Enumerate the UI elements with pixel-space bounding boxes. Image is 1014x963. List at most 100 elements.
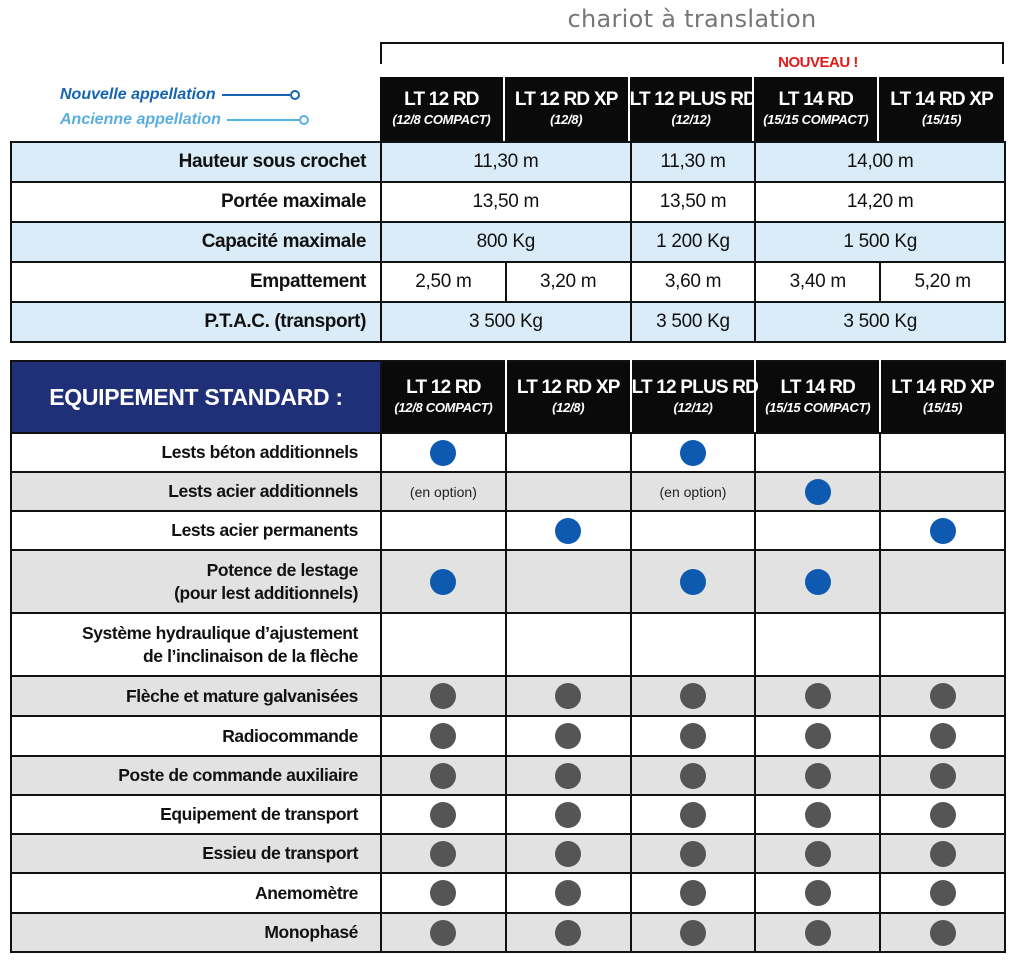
equipment-cell — [629, 675, 757, 717]
legend-new: Nouvelle appellation — [60, 84, 300, 106]
page-title: chariot à translation — [567, 5, 817, 33]
option-note: (en option) — [659, 484, 727, 500]
equipment-cell — [629, 510, 757, 551]
equipment-cell — [629, 432, 757, 473]
gray-dot-icon — [804, 840, 831, 867]
model-old-name: (15/15) — [923, 400, 963, 415]
spec-value: 1 500 Kg — [754, 221, 1006, 263]
spec-row: Empattement 2,50 m 3,20 m 3,60 m 3,40 m … — [10, 261, 1006, 303]
equipment-cell — [504, 833, 632, 874]
blue-dot-icon — [804, 568, 831, 595]
equipment-cell — [629, 912, 757, 953]
spec-value: 13,50 m — [629, 181, 757, 223]
equipment-cell — [504, 612, 632, 677]
gray-dot-icon — [929, 683, 956, 709]
equipment-cell — [879, 715, 1006, 757]
spec-row: Capacité maximale 800 Kg 1 200 Kg 1 500 … — [10, 221, 1006, 263]
equipment-cell — [380, 549, 507, 614]
gray-dot-icon — [430, 723, 457, 749]
gray-dot-icon — [804, 723, 831, 749]
gray-dot-icon — [555, 762, 582, 789]
model-name: LT 14 RD — [778, 89, 854, 110]
equipment-cell: (en option) — [629, 471, 757, 512]
model-old-name: (15/15 COMPACT) — [765, 400, 871, 415]
gray-dot-icon — [430, 919, 457, 946]
equipment-label: Flèche et mature galvanisées — [10, 675, 382, 717]
blue-dot-icon — [929, 517, 956, 544]
equipment-cell — [879, 510, 1006, 551]
equipment-cell — [879, 912, 1006, 953]
equipment-label: Anemomètre — [10, 872, 382, 914]
equipment-row: Lests béton additionnels — [10, 432, 1006, 473]
spec-value: 800 Kg — [380, 221, 632, 263]
spec-value: 2,50 m — [380, 261, 507, 303]
gray-dot-icon — [430, 801, 457, 828]
models-bracket — [380, 42, 1004, 64]
model-header: LT 12 PLUS RD (12/12) — [629, 360, 759, 434]
equipment-cell — [879, 432, 1006, 473]
equipment-label: Monophasé — [10, 912, 382, 953]
equipment-row: Poste de commande auxiliaire — [10, 755, 1006, 796]
equipment-cell: (en option) — [380, 471, 507, 512]
blue-dot-icon — [430, 568, 457, 595]
equipment-table: EQUIPEMENT STANDARD : LT 12 RD (12/8 COMP… — [10, 360, 1006, 953]
gray-dot-icon — [804, 919, 831, 946]
equipment-cell — [380, 872, 507, 914]
model-name: LT 14 RD — [780, 377, 856, 398]
gray-dot-icon — [804, 880, 831, 906]
gray-dot-icon — [679, 919, 706, 946]
model-header: LT 14 RD XP (15/15) — [879, 360, 1006, 434]
gray-dot-icon — [929, 762, 956, 789]
equipment-label-line: (pour lest additionnels) — [174, 582, 358, 603]
legend-old: Ancienne appellation — [60, 109, 309, 131]
gray-dot-icon — [929, 880, 956, 906]
spec-label: Capacité maximale — [10, 221, 382, 263]
model-old-name: (12/8 COMPACT) — [394, 400, 493, 415]
gray-dot-icon — [679, 801, 706, 828]
equipment-label: Radiocommande — [10, 715, 382, 757]
spec-row: Portée maximale 13,50 m 13,50 m 14,20 m — [10, 181, 1006, 223]
blue-dot-icon — [555, 517, 582, 544]
equipment-cell — [754, 549, 882, 614]
equipment-cell — [754, 833, 882, 874]
spec-value: 3 500 Kg — [754, 301, 1006, 343]
gray-dot-icon — [430, 683, 457, 709]
gray-dot-icon — [929, 919, 956, 946]
model-name: LT 12 RD XP — [514, 89, 619, 110]
equipment-cell — [504, 872, 632, 914]
gray-dot-icon — [679, 840, 706, 867]
equipment-cell — [629, 872, 757, 914]
model-header: LT 12 PLUS RD (12/12) — [629, 77, 757, 141]
equipment-header-row: EQUIPEMENT STANDARD : LT 12 RD (12/8 COMP… — [10, 360, 1006, 434]
equipment-cell — [629, 794, 757, 835]
equipment-cell — [629, 833, 757, 874]
model-header: LT 12 RD XP (12/8) — [504, 360, 632, 434]
model-header-row: LT 12 RD (12/8 COMPACT) LT 12 RD XP (12/8)… — [380, 77, 1004, 141]
spec-row: P.T.A.C. (transport) 3 500 Kg 3 500 Kg 3… — [10, 301, 1006, 343]
gray-dot-icon — [804, 762, 831, 789]
model-name: LT 12 PLUS RD — [629, 89, 757, 110]
equipment-cell — [879, 794, 1006, 835]
equipment-row: Essieu de transport — [10, 833, 1006, 874]
gray-dot-icon — [929, 801, 956, 828]
blue-dot-icon — [430, 439, 457, 466]
legend-old-dot-icon — [298, 115, 309, 125]
equipment-row: Lests acier permanents — [10, 510, 1006, 551]
equipment-row: Radiocommande — [10, 715, 1006, 757]
gray-dot-icon — [555, 683, 582, 709]
equipment-label: Poste de commande auxiliaire — [10, 755, 382, 796]
gray-dot-icon — [555, 801, 582, 828]
model-old-name: (12/8) — [552, 400, 585, 415]
equipment-cell — [879, 872, 1006, 914]
equipment-cell — [504, 912, 632, 953]
gray-dot-icon — [929, 723, 956, 749]
equipment-cell — [504, 510, 632, 551]
equipment-cell — [754, 612, 882, 677]
spec-value: 3,40 m — [754, 261, 882, 303]
equipment-cell — [879, 675, 1006, 717]
equipment-cell — [629, 549, 757, 614]
equipment-cell — [504, 715, 632, 757]
blue-dot-icon — [804, 478, 831, 505]
model-header: LT 14 RD XP (15/15) — [879, 77, 1004, 141]
spec-label: Hauteur sous crochet — [10, 141, 382, 183]
